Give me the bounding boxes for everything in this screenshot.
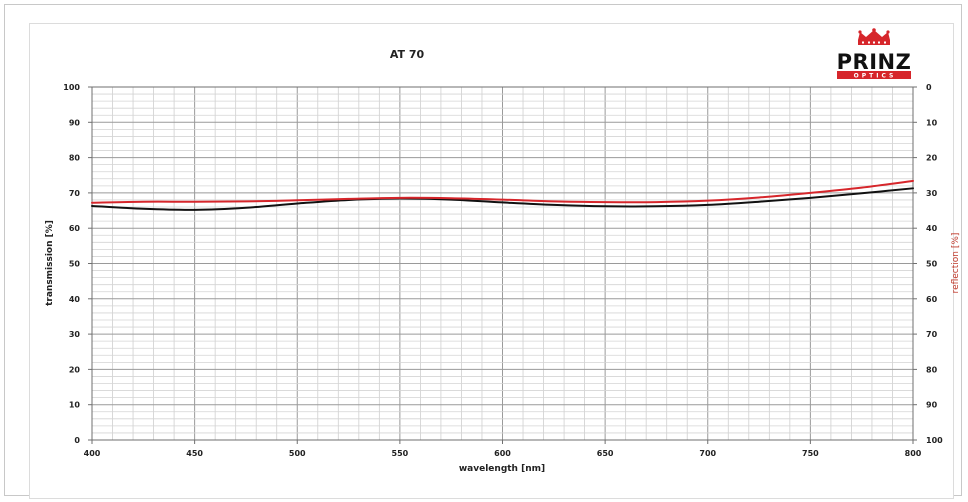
y-tick-label: 70	[69, 189, 81, 198]
y-tick-label: 60	[69, 224, 81, 233]
y-tick-label: 80	[69, 154, 81, 163]
y2-tick-label: 40	[926, 224, 938, 233]
y2-tick-label: 80	[926, 365, 938, 374]
logo-subtitle-bar	[837, 71, 911, 79]
y2-tick-label: 20	[926, 154, 938, 163]
plot-axes	[88, 86, 917, 444]
x-axis-label: wavelength [nm]	[459, 464, 545, 474]
y-tick-label: 90	[69, 118, 81, 127]
logo-subtitle: OPTICS	[854, 73, 897, 80]
y2-axis-label: reflection [%]	[951, 233, 961, 294]
chart-panel	[29, 23, 954, 499]
y2-tick-label: 10	[926, 118, 938, 127]
chart-title: AT 70	[390, 48, 425, 61]
crown-icon	[858, 28, 890, 45]
y-tick-label: 30	[69, 330, 81, 339]
x-tick-label: 550	[392, 449, 409, 458]
x-tick-label: 650	[597, 449, 614, 458]
x-tick-label: 600	[494, 449, 511, 458]
y2-tick-label: 100	[926, 436, 943, 445]
logo-name: PRINZ	[837, 50, 912, 74]
chart-frame	[4, 4, 962, 499]
x-tick-label: 700	[699, 449, 716, 458]
prinz-logo: PRINZ OPTICS	[837, 28, 912, 80]
y2-tick-label: 60	[926, 295, 938, 304]
x-tick-label: 800	[905, 449, 922, 458]
y2-tick-label: 90	[926, 401, 938, 410]
y-tick-label: 10	[69, 401, 81, 410]
y-tick-label: 100	[63, 83, 80, 92]
plot-grid	[91, 86, 914, 441]
y-tick-label: 50	[69, 260, 81, 269]
x-tick-label: 750	[802, 449, 819, 458]
y-tick-label: 20	[69, 365, 81, 374]
reflection-curve	[91, 179, 914, 204]
y2-tick-label: 30	[926, 189, 938, 198]
y2-tick-label: 70	[926, 330, 938, 339]
x-tick-label: 500	[289, 449, 306, 458]
transmission-curve	[91, 187, 914, 211]
y2-tick-label: 0	[926, 83, 932, 92]
y-axis-label: transmission [%]	[45, 220, 55, 306]
x-tick-label: 450	[186, 449, 203, 458]
y-tick-label: 40	[69, 295, 81, 304]
y2-tick-label: 50	[926, 260, 938, 269]
y-tick-label: 0	[74, 436, 80, 445]
x-tick-label: 400	[84, 449, 101, 458]
tick-labels: 400 450 500 550 600 650 700 750 8000102030405060…	[63, 83, 943, 458]
series-layer	[91, 179, 914, 211]
